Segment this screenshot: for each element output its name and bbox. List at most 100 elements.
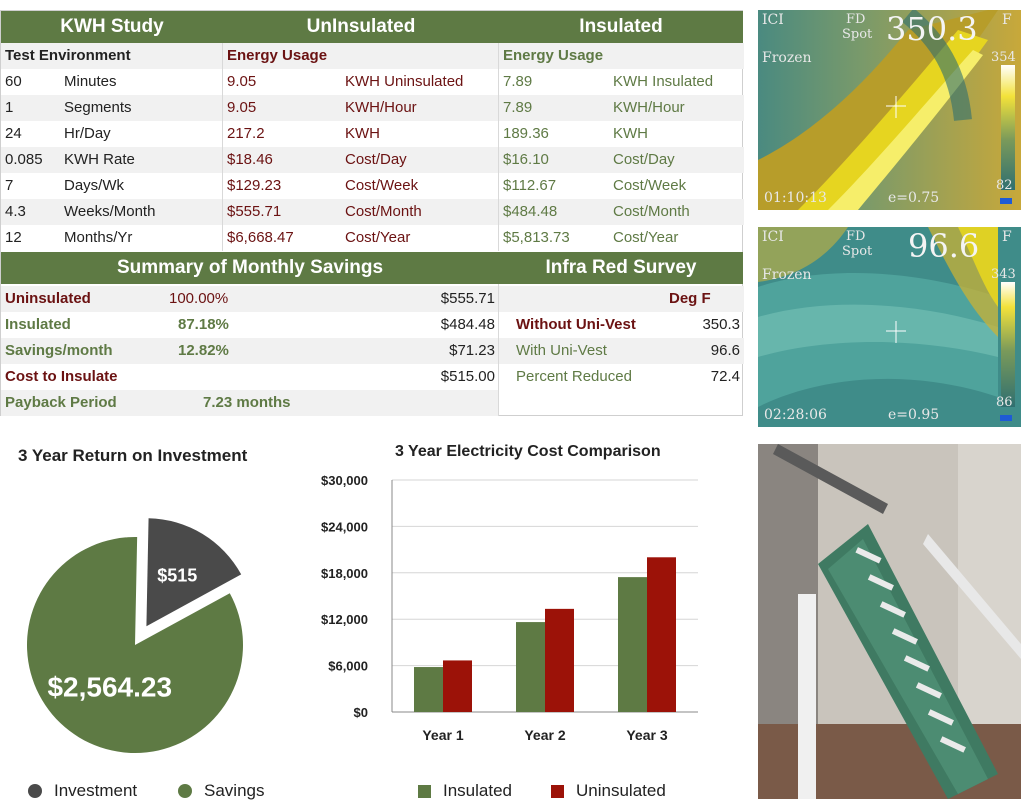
row-number: 7	[5, 177, 14, 194]
survey-title: Infra Red Survey	[499, 252, 743, 284]
table-row: 60 Minutes 9.05 KWH Uninsulated 7.89 KWH Insu…	[1, 69, 744, 95]
insulated-value: $16.10	[503, 151, 549, 168]
x-tick-label: Year 2	[524, 727, 565, 743]
y-tick-label: $18,000	[321, 566, 368, 581]
summary-uninsulated-label: Uninsulated	[5, 290, 91, 307]
row-label: Hr/Day	[64, 125, 111, 142]
summary-cost-label: Cost to Insulate	[5, 368, 118, 385]
summary-payback-val: 7.23 months	[203, 394, 291, 411]
thermal1-scale-max: 354	[991, 50, 1016, 65]
insulated-value: 7.89	[503, 73, 533, 90]
survey-without-val: 350.3	[702, 316, 740, 333]
legend-uninsulated-label: Uninsulated	[576, 781, 666, 800]
pie-label-investment: $515	[157, 565, 197, 585]
uninsulated-unit: Cost/Year	[345, 229, 411, 246]
summary-insulated-val: $484.48	[440, 316, 495, 333]
uninsulated-unit: Cost/Day	[345, 151, 407, 168]
uninsulated-value: 217.2	[227, 125, 265, 142]
legend-savings-label: Savings	[204, 781, 265, 800]
bar-chart-title: 3 Year Electricity Cost Comparison	[395, 443, 661, 460]
thermal2-emissivity: e=0.95	[888, 407, 940, 423]
insulated-value: $5,813.73	[503, 229, 570, 246]
uninsulated-value: $129.23	[227, 177, 282, 194]
thermal1-time: 01:10:13	[764, 190, 827, 206]
uninsulated-value: 9.05	[227, 99, 257, 116]
legend-savings: Savings	[178, 781, 264, 801]
summary-uninsulated-val: $555.71	[440, 290, 495, 307]
thermal2-scale-min: 86	[996, 395, 1013, 410]
thermal1-emissivity: e=0.75	[888, 190, 940, 206]
subheader-row: Test Environment Energy Usage Energy Usa…	[1, 43, 744, 69]
row-number: 12	[5, 229, 22, 246]
uninsulated-unit: Cost/Month	[345, 203, 422, 220]
y-tick-label: $24,000	[321, 519, 368, 534]
pie-chart-title: 3 Year Return on Investment	[18, 446, 248, 465]
thermal1-scale-min: 82	[996, 178, 1013, 193]
pie-slice-investment	[146, 518, 242, 627]
y-tick-label: $0	[354, 705, 368, 720]
uninsulated-value: $18.46	[227, 151, 273, 168]
x-tick-label: Year 3	[626, 727, 667, 743]
legend-investment-marker	[28, 784, 42, 798]
pie-label-savings: $2,564.23	[47, 672, 172, 703]
legend-insulated-label: Insulated	[443, 781, 512, 800]
legend-insulated-marker	[418, 784, 431, 798]
legend-investment: Investment	[28, 781, 137, 801]
insulated-value: 7.89	[503, 99, 533, 116]
table-row: 12 Months/Yr $6,668.47 Cost/Year $5,813.73 Co…	[1, 225, 744, 251]
summary-savings-label: Savings/month	[5, 342, 113, 359]
thermal2-mode-top: FD	[846, 229, 866, 244]
table-row: 1 Segments 9.05 KWH/Hour 7.89 KWH/Hour	[1, 95, 744, 121]
insulated-unit: KWH/Hour	[613, 99, 685, 116]
survey-with-label: With Uni-Vest	[516, 342, 607, 359]
uninsulated-value: $6,668.47	[227, 229, 294, 246]
bar-uninsulated-year-2	[545, 608, 574, 712]
summary-title: Summary of Monthly Savings	[1, 252, 499, 284]
table-row: 7 Days/Wk $129.23 Cost/Week $112.67 Cost/Week	[1, 173, 744, 199]
insulated-value: $484.48	[503, 203, 558, 220]
thermal1-frozen: Frozen	[762, 50, 812, 66]
row-label: Months/Yr	[64, 229, 133, 246]
uninsulated-unit: KWH/Hour	[345, 99, 417, 116]
insulated-unit: KWH	[613, 125, 648, 142]
bar-uninsulated-year-3	[647, 557, 676, 712]
row-label: Days/Wk	[64, 177, 124, 194]
insulated-unit: Cost/Year	[613, 229, 679, 246]
table-row: 24 Hr/Day 217.2 KWH 189.36 KWH	[1, 121, 744, 147]
summary-payback-label: Payback Period	[5, 394, 117, 411]
thermal2-mode-bottom: Spot	[842, 244, 873, 259]
kwh-table: KWH Study UnInsulated Insulated Test Env…	[0, 10, 744, 416]
thermal2-brand: ICI	[762, 229, 784, 245]
header-uninsulated: UnInsulated	[223, 11, 499, 43]
row-number: 4.3	[5, 203, 26, 220]
row-label: Minutes	[64, 73, 117, 90]
y-tick-label: $12,000	[321, 612, 368, 627]
y-tick-label: $6,000	[328, 659, 368, 674]
legend-savings-marker	[178, 784, 192, 798]
test-env-label: Test Environment	[5, 47, 131, 64]
survey-reduced-label: Percent Reduced	[516, 368, 632, 385]
pie-slice-savings	[27, 537, 243, 753]
survey-unit: Deg F	[669, 290, 711, 307]
row-label: Weeks/Month	[64, 203, 156, 220]
bar-uninsulated-year-1	[443, 660, 472, 712]
table-row: 0.085 KWH Rate $18.46 Cost/Day $16.10 Cost/Da…	[1, 147, 744, 173]
insulated-value: 189.36	[503, 125, 549, 142]
insulated-unit: Cost/Week	[613, 177, 687, 194]
survey-with-val: 96.6	[710, 342, 740, 359]
legend-investment-label: Investment	[54, 781, 138, 800]
legend-uninsulated: Uninsulated	[551, 781, 666, 801]
row-label: Segments	[64, 99, 132, 116]
legend-insulated: Insulated	[418, 781, 512, 801]
bar-insulated-year-3	[618, 577, 647, 712]
pie-chart: $515 $2,564.23	[27, 518, 243, 753]
row-number: 0.085	[5, 151, 43, 168]
insulated-value: $112.67	[503, 177, 557, 194]
survey-without-label: Without Uni-Vest	[516, 316, 636, 333]
row-number: 1	[5, 99, 14, 116]
uninsulated-value: $555.71	[227, 203, 282, 220]
thermal2-scale-max: 343	[991, 267, 1016, 282]
thermal-image-with: ICI FD Spot 96.6 F Frozen 343 86 02:28:0…	[758, 227, 1021, 427]
header-insulated: Insulated	[499, 11, 743, 43]
uninsulated-unit: Cost/Week	[345, 177, 419, 194]
